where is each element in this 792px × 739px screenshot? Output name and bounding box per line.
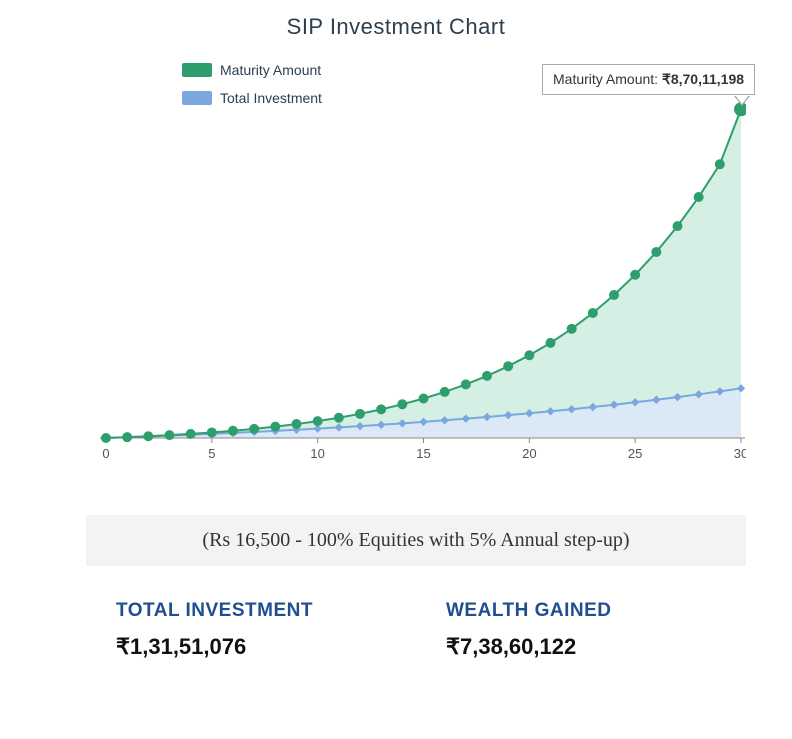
legend-item-maturity[interactable]: Maturity Amount: [182, 56, 322, 84]
stat-value: ₹1,31,51,076: [116, 634, 416, 660]
svg-text:25: 25: [628, 446, 642, 461]
svg-text:5: 5: [208, 446, 215, 461]
tooltip-value: ₹8,70,11,198: [662, 71, 744, 87]
svg-text:15: 15: [416, 446, 430, 461]
legend-swatch-maturity: [182, 63, 212, 77]
chart-subtitle: (Rs 16,500 - 100% Equities with 5% Annua…: [86, 515, 746, 566]
stat-label: WEALTH GAINED: [446, 600, 746, 622]
svg-text:0: 0: [102, 446, 109, 461]
svg-text:10: 10: [310, 446, 324, 461]
stat-wealth-gained: WEALTH GAINED ₹7,38,60,122: [416, 600, 746, 660]
stat-total-investment: TOTAL INVESTMENT ₹1,31,51,076: [86, 600, 416, 660]
tooltip-caret-icon: [734, 96, 750, 106]
svg-text:20: 20: [522, 446, 536, 461]
legend-label-maturity: Maturity Amount: [220, 62, 321, 78]
chart-plot-area[interactable]: 051015202530Years Maturity Amount: ₹8,70…: [86, 98, 746, 468]
svg-text:30: 30: [734, 446, 746, 461]
stats-row: TOTAL INVESTMENT ₹1,31,51,076 WEALTH GAI…: [86, 600, 746, 660]
chart-tooltip: Maturity Amount: ₹8,70,11,198: [542, 64, 755, 95]
chart-title: SIP Investment Chart: [0, 0, 792, 40]
tooltip-label: Maturity Amount:: [553, 71, 662, 87]
stat-value: ₹7,38,60,122: [446, 634, 746, 660]
sip-chart-svg: 051015202530Years: [86, 98, 746, 468]
stat-label: TOTAL INVESTMENT: [116, 600, 416, 622]
